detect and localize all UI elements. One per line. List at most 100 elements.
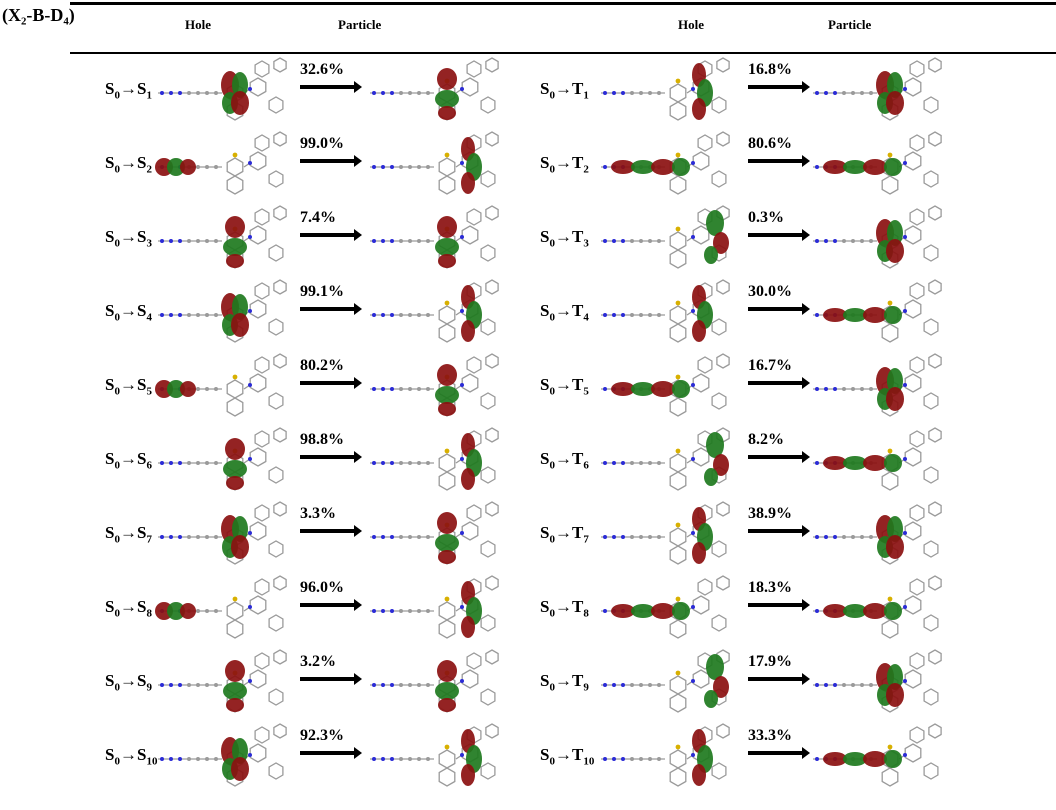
overlap-percent: 99.0% (300, 135, 344, 152)
particle-orbital-image (362, 425, 507, 495)
overlap-percent: 0.3% (748, 209, 784, 226)
transition-arrow (300, 155, 362, 167)
transition-arrow (748, 673, 810, 685)
particle-orbital-image (362, 647, 507, 717)
hole-orbital-image (150, 277, 295, 347)
overlap-percent: 92.3% (300, 727, 344, 744)
transition-arrow (300, 673, 362, 685)
transition-label: S0→S6 (105, 449, 152, 472)
transition-arrow (300, 81, 362, 93)
particle-orbital-image (805, 55, 950, 125)
table-row: S0→S7 3.3% (0, 499, 1056, 569)
transition-label: S0→T9 (540, 671, 589, 694)
header-particle-left: Particle (338, 17, 382, 32)
particle-orbital-image (805, 499, 950, 569)
transition-arrow (748, 81, 810, 93)
transition-arrow (748, 155, 810, 167)
particle-orbital-image (805, 647, 950, 717)
table-row: S0→T4 30.0% (0, 277, 1056, 347)
particle-orbital-image (805, 351, 950, 421)
overlap-percent: 33.3% (748, 727, 792, 744)
hole-orbital-image (150, 573, 295, 643)
header-hole-left: Hole (185, 17, 211, 32)
table-row: S0→T2 80.6% (0, 129, 1056, 199)
table-row: S0→S1 32.6% (0, 55, 1056, 125)
hole-orbital-image (593, 277, 738, 347)
overlap-percent: 3.3% (300, 505, 336, 522)
transition-label: S0→S10 (105, 745, 158, 768)
transition-label: S0→T7 (540, 523, 589, 546)
top-rule (70, 2, 1056, 5)
transition-label: S0→S8 (105, 597, 152, 620)
transition-arrow (748, 599, 810, 611)
hole-orbital-image (593, 721, 738, 791)
transition-arrow (748, 377, 810, 389)
hole-orbital-image (593, 573, 738, 643)
overlap-percent: 98.8% (300, 431, 344, 448)
particle-orbital-image (362, 499, 507, 569)
particle-orbital-image (805, 277, 950, 347)
overlap-percent: 7.4% (300, 209, 336, 226)
transition-arrow (300, 303, 362, 315)
table-row: S0→S3 7.4% (0, 203, 1056, 273)
table-row: S0→S6 98.8% (0, 425, 1056, 495)
hole-orbital-image (150, 647, 295, 717)
transition-label: S0→S5 (105, 375, 152, 398)
overlap-percent: 99.1% (300, 283, 344, 300)
hole-orbital-image (593, 129, 738, 199)
overlap-percent: 16.7% (748, 357, 792, 374)
table-row: S0→T10 33.3% (0, 721, 1056, 791)
hole-orbital-image (593, 203, 738, 273)
particle-orbital-image (805, 203, 950, 273)
particle-orbital-image (362, 129, 507, 199)
table-title: (X₂-B-D₄) (2, 5, 75, 25)
table-row: S0→T6 8.2% (0, 425, 1056, 495)
hole-orbital-image (150, 499, 295, 569)
particle-orbital-image (362, 277, 507, 347)
header-particle-right: Particle (828, 17, 872, 32)
table-row: S0→T3 0.3% (0, 203, 1056, 273)
hole-orbital-image (593, 425, 738, 495)
table-row: S0→T1 16.8% (0, 55, 1056, 125)
hole-orbital-image (150, 425, 295, 495)
transition-arrow (300, 747, 362, 759)
overlap-percent: 32.6% (300, 61, 344, 78)
particle-orbital-image (362, 203, 507, 273)
table-row: S0→S5 80.2% (0, 351, 1056, 421)
transition-label: S0→S4 (105, 301, 152, 324)
overlap-percent: 3.2% (300, 653, 336, 670)
transition-label: S0→S9 (105, 671, 152, 694)
hole-orbital-image (150, 55, 295, 125)
hole-orbital-image (593, 55, 738, 125)
overlap-percent: 17.9% (748, 653, 792, 670)
overlap-percent: 80.6% (748, 135, 792, 152)
transition-label: S0→T2 (540, 153, 589, 176)
particle-orbital-image (805, 425, 950, 495)
transition-label: S0→T4 (540, 301, 589, 324)
particle-orbital-image (805, 721, 950, 791)
overlap-percent: 96.0% (300, 579, 344, 596)
particle-orbital-image (362, 573, 507, 643)
table-row: S0→T8 18.3% (0, 573, 1056, 643)
transition-arrow (748, 303, 810, 315)
particle-orbital-image (362, 55, 507, 125)
hole-orbital-image (150, 351, 295, 421)
transition-arrow (748, 229, 810, 241)
header-rule (70, 52, 1056, 54)
transition-arrow (300, 599, 362, 611)
transition-label: S0→T6 (540, 449, 589, 472)
overlap-percent: 18.3% (748, 579, 792, 596)
transition-label: S0→S2 (105, 153, 152, 176)
hole-orbital-image (593, 351, 738, 421)
particle-orbital-image (362, 351, 507, 421)
header-hole-right: Hole (678, 17, 704, 32)
transition-arrow (300, 451, 362, 463)
transition-arrow (300, 525, 362, 537)
particle-orbital-image (805, 573, 950, 643)
overlap-percent: 30.0% (748, 283, 792, 300)
hole-orbital-image (593, 647, 738, 717)
transition-label: S0→S3 (105, 227, 152, 250)
transition-label: S0→S7 (105, 523, 152, 546)
hole-orbital-image (150, 129, 295, 199)
table-row: S0→T9 17.9% (0, 647, 1056, 717)
